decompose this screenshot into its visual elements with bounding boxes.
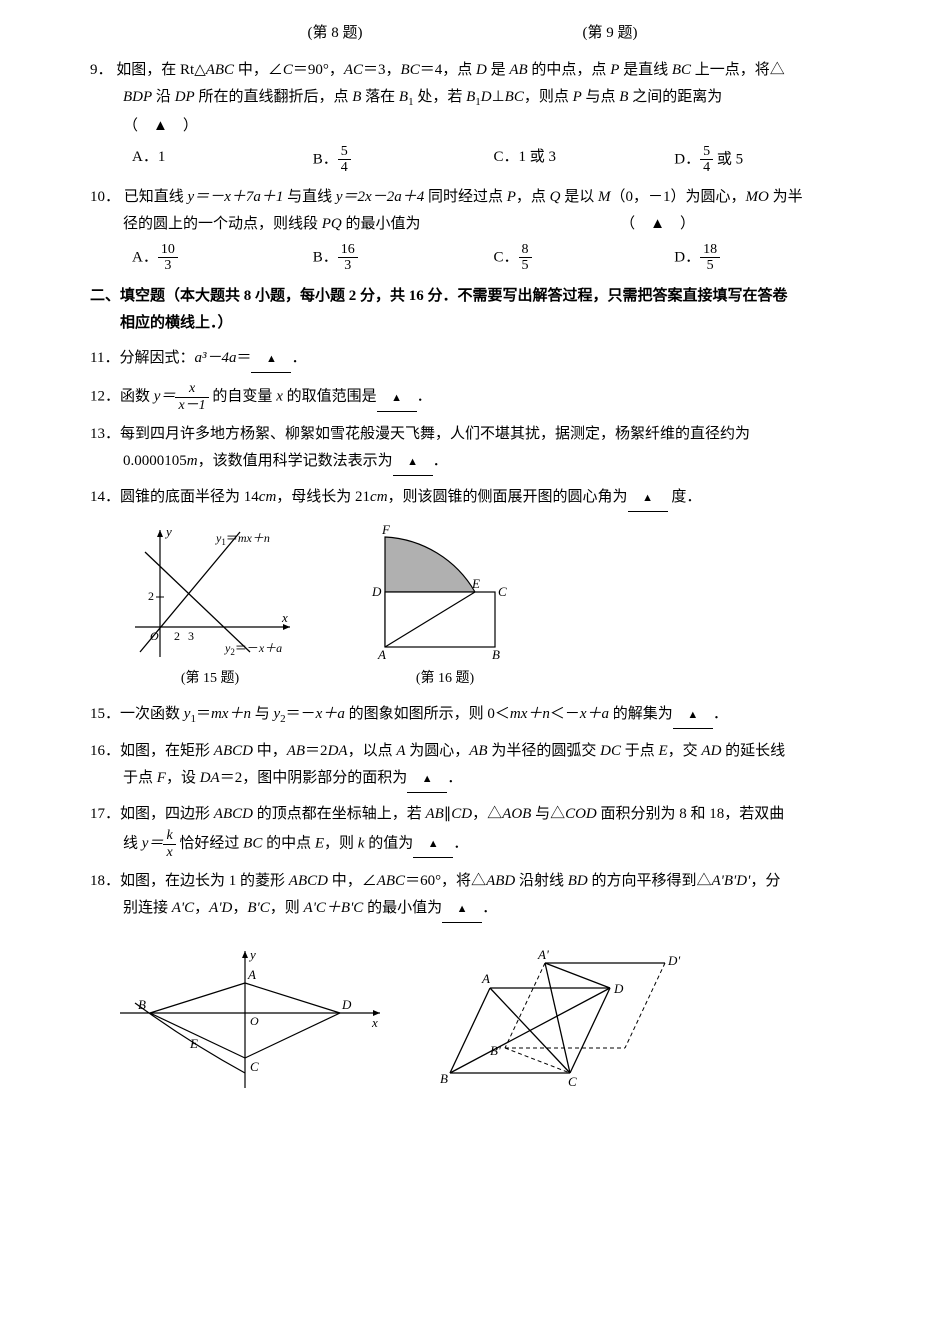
fig16-svg: F D E C A B [360, 522, 530, 662]
svg-text:D': D' [667, 953, 680, 968]
q10-choices: A．103 B．163 C．85 D．185 [90, 242, 855, 274]
svg-text:A: A [247, 967, 256, 982]
svg-text:B: B [138, 997, 146, 1012]
q9-choice-b: B．54 [313, 144, 494, 176]
blank-17 [413, 830, 453, 858]
figure-16: F D E C A B (第 16 题) [360, 522, 530, 691]
blank-13 [393, 448, 433, 476]
question-9: 9． 如图，在 Rt△ABC 中，∠C＝90°，AC＝3，BC＝4，点 D 是 … [90, 57, 855, 176]
question-10: 10． 已知直线 y＝－x＋7a＋1 与直线 y＝2x－2a＋4 同时经过点 P… [90, 184, 855, 274]
fig9-label: (第 9 题) [480, 20, 740, 47]
question-14: 14．圆锥的底面半径为 14cm，母线长为 21cm，则该圆锥的侧面展开图的圆心… [90, 484, 855, 512]
q10-choice-b: B．163 [313, 242, 494, 274]
q9-line2: BDP 沿 DP 所在的直线翻折后，点 B 落在 B1 处，若 B1D⊥BC，则… [90, 84, 855, 113]
q9-marker: （ ▲ ） [90, 113, 855, 140]
q10-choice-a: A．103 [132, 242, 313, 274]
question-17: 17．如图，四边形 ABCD 的顶点都在坐标轴上，若 AB∥CD，△AOB 与△… [90, 801, 855, 860]
svg-text:A: A [377, 647, 386, 662]
svg-text:x: x [371, 1015, 378, 1030]
q9-choice-d: D．54 或 5 [674, 144, 855, 176]
fig8-label: (第 8 题) [190, 20, 480, 47]
svg-text:3: 3 [188, 629, 194, 643]
svg-text:A: A [481, 971, 490, 986]
blank-18 [442, 895, 482, 923]
fig15-svg: O 2 3 2 y x y1＝mx＋n y2＝－x＋a [120, 522, 300, 662]
svg-text:F: F [381, 522, 391, 537]
svg-text:D: D [613, 981, 624, 996]
svg-text:C: C [568, 1074, 577, 1089]
svg-text:C: C [498, 584, 507, 599]
q10-line2: 径的圆上的一个动点，则线段 PQ 的最小值为 （ ▲ ） [90, 211, 855, 238]
svg-text:C: C [250, 1059, 259, 1074]
question-13: 13．每到四月许多地方杨絮、柳絮如雪花般漫天飞舞，人们不堪其扰，据测定，杨絮纤维… [90, 421, 855, 476]
svg-text:y: y [164, 524, 172, 539]
q9-number: 9． [90, 62, 113, 78]
svg-text:x: x [281, 610, 288, 625]
question-16: 16．如图，在矩形 ABCD 中，AB＝2DA，以点 A 为圆心，AB 为半径的… [90, 738, 855, 793]
question-18: 18．如图，在边长为 1 的菱形 ABCD 中，∠ABC＝60°，将△ABD 沿… [90, 868, 855, 923]
q9-choice-c: C．1 或 3 [494, 144, 675, 176]
q10-number: 10． [90, 189, 120, 205]
fig17-svg: y x A B D C E O [110, 943, 390, 1093]
svg-text:y1＝mx＋n: y1＝mx＋n [215, 531, 270, 547]
svg-text:B': B' [490, 1043, 501, 1058]
blank-11 [251, 345, 291, 373]
svg-text:O: O [150, 629, 159, 643]
svg-text:2: 2 [174, 629, 180, 643]
svg-text:y: y [248, 947, 256, 962]
figure-15: O 2 3 2 y x y1＝mx＋n y2＝－x＋a (第 15 题) [120, 522, 300, 691]
svg-text:E: E [189, 1036, 198, 1051]
svg-text:2: 2 [148, 589, 154, 603]
figures-17-18: y x A B D C E O A B C D [90, 943, 855, 1093]
svg-text:D: D [371, 584, 382, 599]
figure-17: y x A B D C E O [110, 943, 390, 1093]
q9-choices: A．1 B．54 C．1 或 3 D．54 或 5 [90, 144, 855, 176]
q9-choice-a: A．1 [132, 144, 313, 176]
svg-text:B: B [440, 1071, 448, 1086]
figure-labels-row: (第 8 题) (第 9 题) [90, 20, 855, 47]
svg-text:D: D [341, 997, 352, 1012]
svg-text:y2＝－x＋a: y2＝－x＋a [224, 641, 282, 657]
question-12: 12．函数 y＝xx－1 的自变量 x 的取值范围是． [90, 381, 855, 413]
section-2-heading: 二、填空题（本大题共 8 小题，每小题 2 分，共 16 分．不需要写出解答过程… [90, 283, 855, 337]
fig18-svg: A B C D A' B' D' [430, 943, 690, 1093]
question-11: 11．分解因式：a³－4a＝． [90, 345, 855, 373]
svg-text:O: O [250, 1014, 259, 1028]
figures-15-16: O 2 3 2 y x y1＝mx＋n y2＝－x＋a (第 15 题) F D… [90, 522, 855, 691]
blank-15 [673, 701, 713, 729]
svg-text:A': A' [537, 947, 549, 962]
svg-text:B: B [492, 647, 500, 662]
blank-16 [407, 765, 447, 793]
q10-choice-d: D．185 [674, 242, 855, 274]
q9-text: 如图，在 Rt△ABC 中，∠C＝90°，AC＝3，BC＝4，点 D 是 AB … [116, 62, 785, 78]
svg-text:E: E [471, 576, 480, 591]
blank-12 [377, 384, 417, 412]
q10-choice-c: C．85 [494, 242, 675, 274]
q10-text: 已知直线 y＝－x＋7a＋1 与直线 y＝2x－2a＋4 同时经过点 P，点 Q… [124, 189, 803, 205]
question-15: 15．一次函数 y1＝mx＋n 与 y2＝－x＋a 的图象如图所示，则 0＜mx… [90, 701, 855, 730]
blank-14 [628, 484, 668, 512]
figure-18: A B C D A' B' D' [430, 943, 690, 1093]
q10-marker: （ ▲ ） [620, 211, 695, 238]
